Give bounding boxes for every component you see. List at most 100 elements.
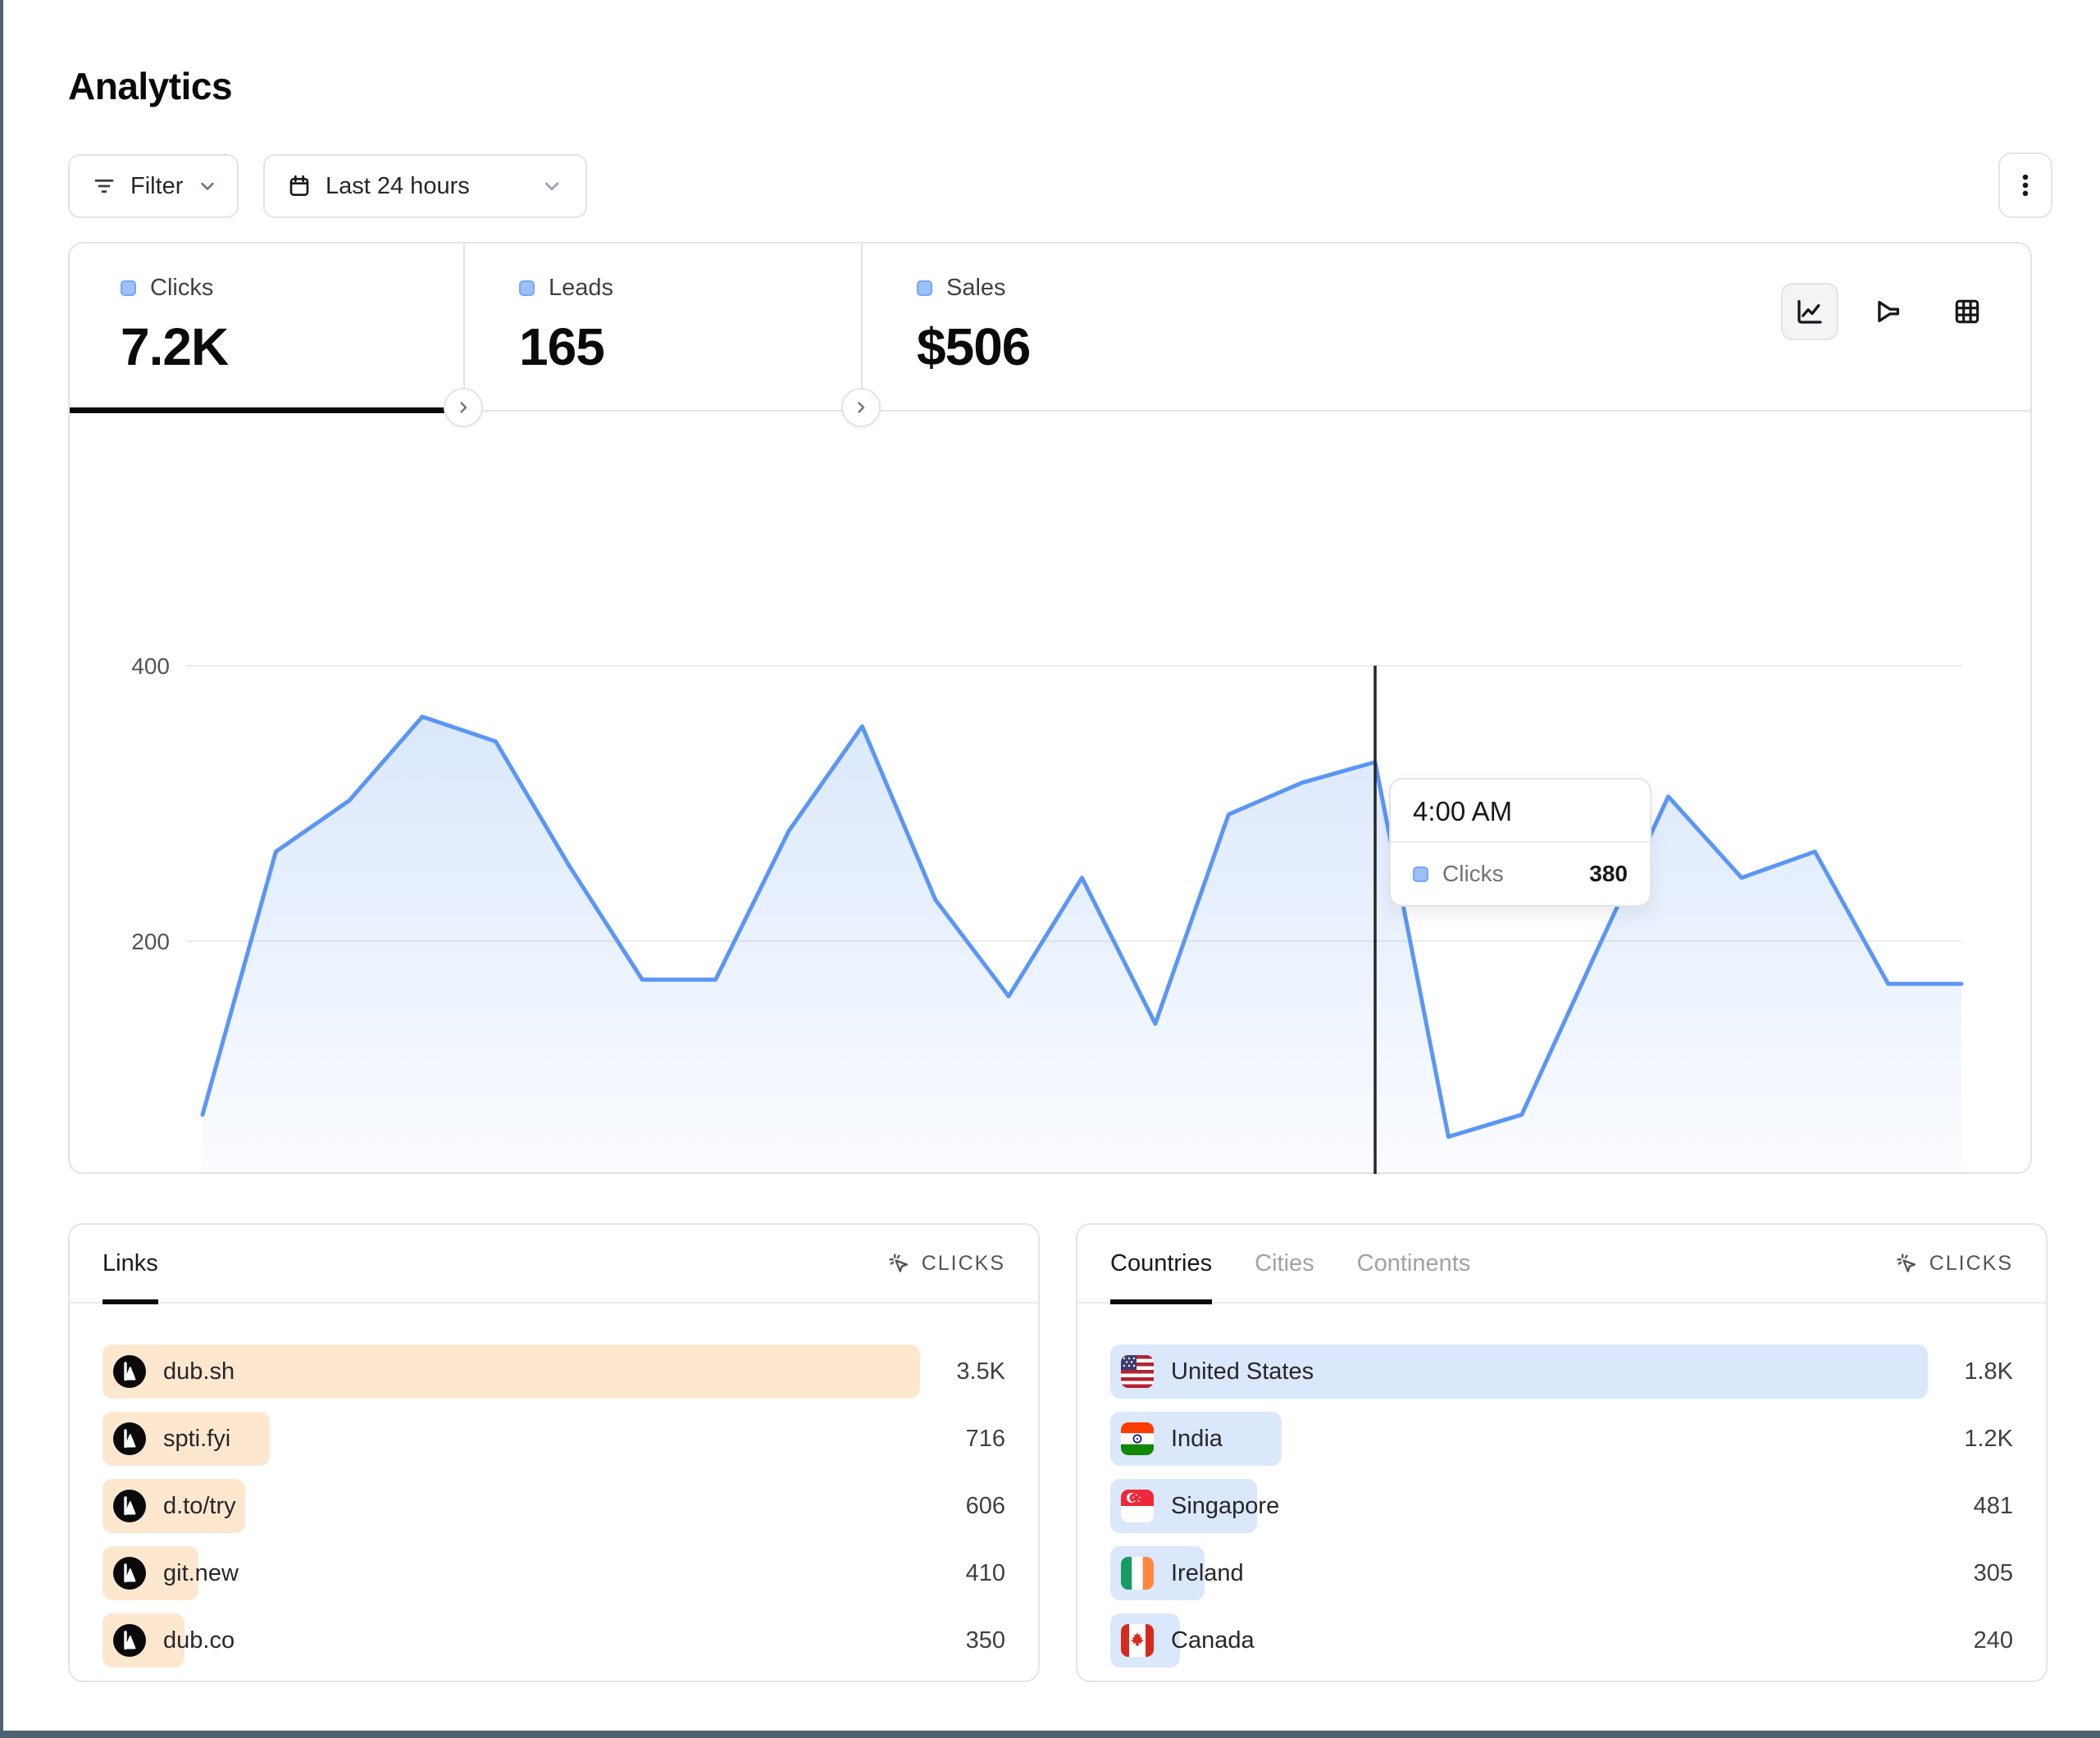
row-value-bar [1110,1344,1928,1399]
dub-favicon-icon [113,1624,146,1657]
sales-legend-swatch [917,280,932,296]
grid-icon [1952,296,1983,327]
tab-clicks[interactable]: Clicks 7.2K [70,243,463,413]
us-flag-icon [1121,1355,1154,1388]
date-range-button[interactable]: Last 24 hours [263,154,587,218]
row-label: dub.sh [163,1358,235,1385]
clicks-area-chart[interactable]: 4:00 PM8:00 PM12:00 AM4:00 AM8:00 AM12:0… [70,412,2034,1174]
filter-button[interactable]: Filter [68,154,239,218]
table-row[interactable]: Ireland 305 [1110,1546,2013,1600]
analytics-chart-card: Clicks 7.2K Leads 165 Sales $506 [68,242,2032,1174]
window-bottom-edge [0,1731,2100,1738]
row-label: India [1171,1425,1223,1452]
calendar-icon [286,173,312,199]
table-row[interactable]: dub.co 350 [102,1613,1005,1667]
page-title: Analytics [68,65,233,107]
row-bar-track: India [1110,1412,1928,1466]
dub-favicon-icon [113,1490,146,1522]
row-label: Canada [1171,1627,1255,1654]
table-row[interactable]: spti.fyi 716 [102,1412,1005,1466]
row-value: 350 [965,1627,1005,1654]
window-left-edge [0,0,3,1738]
chart-view-switcher [1781,283,1996,340]
sales-tab-label: Sales [946,275,1006,301]
row-label: spti.fyi [163,1425,231,1452]
chevron-down-icon [540,174,564,198]
links-panel-header: Links CLICKS [70,1225,1038,1304]
row-value: 240 [1973,1627,2013,1654]
row-label: Ireland [1171,1559,1244,1586]
more-options-button[interactable] [1998,152,2052,218]
kebab-menu-icon [2011,169,2039,202]
tab-links[interactable]: Links [102,1224,158,1304]
table-row[interactable]: United States 1.8K [1110,1344,2013,1399]
clicks-legend-swatch [121,280,136,296]
row-value: 305 [1973,1559,2013,1586]
line-chart-view-button[interactable] [1781,283,1838,340]
row-bar-track: United States [1110,1344,1928,1399]
row-label: d.to/try [163,1492,236,1519]
table-row[interactable]: d.to/try 606 [102,1479,1005,1533]
leads-tab-label: Leads [549,275,614,301]
in-flag-icon [1121,1422,1154,1455]
row-bar-track: Singapore [1110,1479,1928,1533]
links-metric-selector[interactable]: CLICKS [886,1251,1005,1276]
row-bar-track: dub.co [102,1613,920,1667]
row-bar-track: dub.sh [102,1344,920,1399]
tab-sales[interactable]: Sales $506 [861,243,2034,412]
table-row[interactable]: India 1.2K [1110,1412,2013,1466]
row-value: 716 [965,1425,1005,1452]
row-value: 410 [965,1559,1005,1586]
svg-text:400: 400 [131,653,170,679]
table-row[interactable]: Canada 240 [1110,1613,2013,1667]
row-label: dub.co [163,1627,235,1654]
countries-list: United States 1.8K India 1.2K Singapore 481 Ir… [1077,1304,2046,1667]
table-row[interactable]: git.new 410 [102,1546,1005,1600]
chart-tooltip: 4:00 AM Clicks 380 [1389,778,1651,907]
row-bar-track: Canada [1110,1613,1928,1667]
row-label: git.new [163,1559,239,1586]
expand-clicks-chevron-button[interactable] [444,388,483,427]
funnel-view-button[interactable] [1860,283,1917,340]
grid-view-button[interactable] [1938,283,1996,340]
filter-lines-icon [91,173,117,199]
sales-count: $506 [917,317,1031,376]
clicks-count: 7.2K [121,317,229,376]
table-row[interactable]: dub.sh 3.5K [102,1344,1005,1399]
row-value: 606 [965,1492,1005,1519]
leads-legend-swatch [519,280,535,296]
countries-panel: Countries Cities Continents CLICKS Unite… [1076,1223,2048,1682]
sg-flag-icon [1121,1490,1154,1522]
stats-tab-bar: Clicks 7.2K Leads 165 Sales $506 [70,243,2030,427]
row-label: United States [1171,1358,1314,1385]
countries-metric-selector[interactable]: CLICKS [1894,1251,2013,1276]
tooltip-series-swatch [1413,866,1428,882]
chart-canvas: 4:00 PM8:00 PM12:00 AM4:00 AM8:00 AM12:0… [131,653,1964,1174]
dub-favicon-icon [113,1355,146,1388]
tab-countries[interactable]: Countries [1110,1224,1213,1304]
row-value-bar [102,1344,920,1399]
tooltip-series-label: Clicks [1442,861,1504,886]
funnel-icon [1873,296,1904,327]
row-label: Singapore [1171,1492,1280,1519]
row-value: 1.2K [1964,1425,2013,1452]
countries-panel-header: Countries Cities Continents CLICKS [1077,1225,2046,1304]
table-row[interactable]: Singapore 481 [1110,1479,2013,1533]
tab-cities[interactable]: Cities [1255,1249,1314,1276]
cursor-click-icon [1894,1251,1919,1276]
tab-leads[interactable]: Leads 165 [463,243,861,412]
links-panel: Links CLICKS dub.sh 3.5K spti.fyi 716 d.to/t… [68,1223,1040,1682]
expand-leads-chevron-button[interactable] [841,388,881,427]
chevron-down-icon [196,175,219,198]
dub-favicon-icon [113,1422,146,1455]
date-range-label: Last 24 hours [326,172,470,199]
tab-continents[interactable]: Continents [1356,1249,1471,1276]
links-metric-label: CLICKS [921,1251,1005,1275]
row-bar-track: git.new [102,1546,920,1600]
row-bar-track: spti.fyi [102,1412,920,1466]
leads-count: 165 [519,317,605,376]
dub-favicon-icon [113,1557,146,1590]
tooltip-series-value: 380 [1589,861,1628,886]
row-value: 1.8K [1964,1358,2013,1385]
